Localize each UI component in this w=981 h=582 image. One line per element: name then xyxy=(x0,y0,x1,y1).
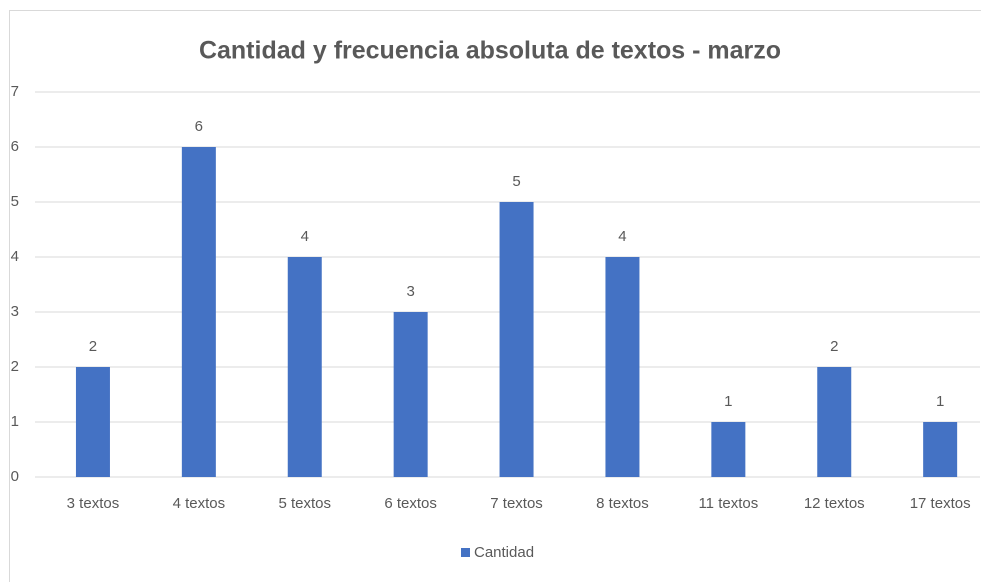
legend-label: Cantidad xyxy=(474,544,534,561)
y-tick-label: 6 xyxy=(11,138,19,155)
data-label: 2 xyxy=(89,338,97,355)
chart-border xyxy=(9,10,981,582)
bar xyxy=(181,147,216,477)
data-label: 4 xyxy=(301,228,309,245)
bar xyxy=(711,422,746,477)
data-label: 2 xyxy=(830,338,838,355)
y-tick-label: 0 xyxy=(11,468,19,485)
data-label: 4 xyxy=(618,228,626,245)
data-label: 1 xyxy=(936,393,944,410)
x-tick-label: 5 textos xyxy=(278,495,331,512)
data-label: 6 xyxy=(195,118,203,135)
x-tick-label: 17 textos xyxy=(910,495,971,512)
x-tick-label: 4 textos xyxy=(173,495,226,512)
y-tick-label: 3 xyxy=(11,303,19,320)
x-tick-label: 7 textos xyxy=(490,495,543,512)
x-tick-label: 12 textos xyxy=(804,495,865,512)
x-tick-label: 8 textos xyxy=(596,495,649,512)
data-label: 1 xyxy=(724,393,732,410)
data-label: 5 xyxy=(512,173,520,190)
bar xyxy=(499,202,534,477)
bar xyxy=(923,422,958,477)
x-tick-label: 6 textos xyxy=(384,495,437,512)
y-tick-label: 5 xyxy=(11,193,19,210)
legend-swatch xyxy=(461,548,470,557)
bar xyxy=(287,257,322,477)
data-label: 3 xyxy=(406,283,414,300)
x-tick-label: 11 textos xyxy=(698,495,758,512)
y-tick-label: 2 xyxy=(11,358,19,375)
bar xyxy=(817,367,852,477)
x-tick-label: 3 textos xyxy=(67,495,120,512)
bar xyxy=(393,312,428,477)
bar xyxy=(605,257,640,477)
chart-title: Cantidad y frecuencia absoluta de textos… xyxy=(199,37,781,65)
bar xyxy=(75,367,110,477)
y-tick-label: 4 xyxy=(11,248,19,265)
y-tick-label: 7 xyxy=(11,83,19,100)
y-tick-label: 1 xyxy=(11,413,19,430)
